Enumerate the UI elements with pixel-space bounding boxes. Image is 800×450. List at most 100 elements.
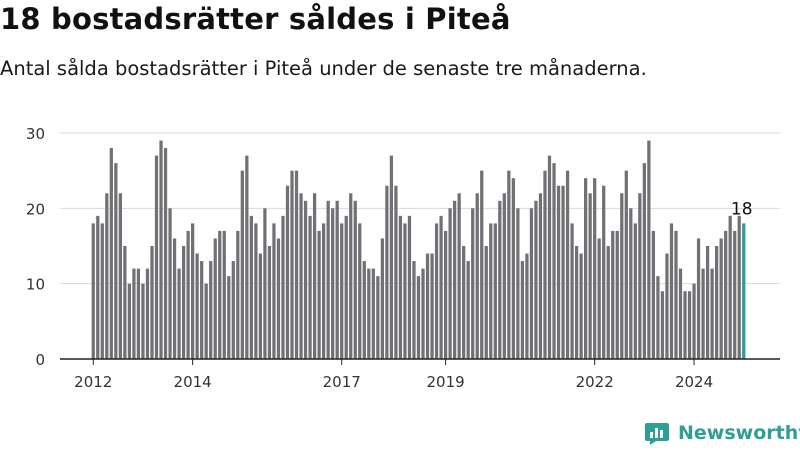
bar <box>638 193 642 359</box>
bar <box>236 230 240 359</box>
bar <box>570 223 574 359</box>
bar <box>172 238 177 359</box>
bar <box>281 215 285 359</box>
bar <box>511 178 515 359</box>
bar <box>105 193 109 359</box>
bar <box>344 215 348 359</box>
bar <box>340 223 344 359</box>
bar <box>353 200 357 359</box>
bars <box>91 140 746 359</box>
bar <box>362 261 366 359</box>
bar <box>597 238 601 359</box>
bar <box>186 230 190 359</box>
bar <box>294 170 299 359</box>
bar <box>606 246 610 359</box>
bar <box>493 223 497 359</box>
bar <box>91 223 95 359</box>
bar <box>168 208 172 359</box>
bar <box>588 193 592 359</box>
bar <box>276 238 281 359</box>
bar <box>263 208 267 359</box>
bar <box>385 185 389 359</box>
bar <box>484 246 488 359</box>
bar <box>602 185 606 359</box>
bar <box>715 246 719 359</box>
bar <box>136 268 141 359</box>
bar <box>389 155 394 359</box>
bar <box>335 200 339 359</box>
y-tick-label: 10 <box>26 276 45 294</box>
bar <box>213 238 217 359</box>
bar <box>367 268 371 359</box>
bar <box>326 200 330 359</box>
x-tick-label: 2012 <box>74 373 112 391</box>
highlight-bar <box>742 223 746 359</box>
bar <box>647 140 651 359</box>
bar <box>371 268 375 359</box>
bar <box>480 170 484 359</box>
chart-title: 18 bostadsrätter såldes i Piteå <box>0 2 511 36</box>
bar <box>633 223 637 359</box>
bar <box>227 276 231 359</box>
bar <box>683 291 687 359</box>
bar <box>303 200 308 359</box>
bar <box>285 185 290 359</box>
brand-name: Newsworthy <box>678 422 800 444</box>
x-tick-label: 2022 <box>576 373 614 391</box>
bar <box>462 246 466 359</box>
bar <box>516 208 520 359</box>
bar <box>267 246 272 359</box>
bar <box>696 238 701 359</box>
bar <box>507 170 511 359</box>
bar <box>118 193 122 359</box>
bar <box>615 230 619 359</box>
bar <box>705 246 710 359</box>
bar <box>299 193 303 359</box>
x-tick-label: 2017 <box>323 373 361 391</box>
bar <box>195 253 199 359</box>
bar <box>132 268 136 359</box>
bar <box>349 193 353 359</box>
bar <box>574 246 579 359</box>
bar <box>624 170 628 359</box>
bar <box>258 253 263 359</box>
bar <box>403 223 407 359</box>
bar <box>416 276 421 359</box>
bar <box>430 253 434 359</box>
bar <box>163 148 168 359</box>
bar <box>525 253 529 359</box>
bar <box>150 246 154 359</box>
bar <box>322 223 326 359</box>
bar <box>412 261 416 359</box>
bar <box>642 163 646 359</box>
bar <box>209 261 213 359</box>
bar <box>561 185 565 359</box>
bar <box>453 200 457 359</box>
bar <box>114 163 118 359</box>
bar <box>538 193 543 359</box>
bar <box>254 223 258 359</box>
newsworthy-logo[interactable]: Newsworthy <box>644 420 800 446</box>
bar <box>331 208 335 359</box>
bar <box>719 238 723 359</box>
bar <box>534 200 538 359</box>
bar <box>629 208 633 359</box>
bar <box>674 230 678 359</box>
bar <box>656 276 660 359</box>
bar <box>240 170 244 359</box>
x-tick-label: 2024 <box>675 373 713 391</box>
bar <box>245 155 249 359</box>
x-axis: 2012 2014 2017 2019 2022 2024 <box>60 358 780 391</box>
bar <box>100 223 104 359</box>
bar <box>398 215 403 359</box>
bar <box>159 140 163 359</box>
bar <box>733 230 737 359</box>
x-tick-label: 2019 <box>427 373 465 391</box>
highlight-label: 18 <box>731 199 753 219</box>
bar <box>651 230 656 359</box>
bar <box>502 193 506 359</box>
bar <box>249 215 253 359</box>
bar <box>660 291 665 359</box>
bar <box>620 193 624 359</box>
